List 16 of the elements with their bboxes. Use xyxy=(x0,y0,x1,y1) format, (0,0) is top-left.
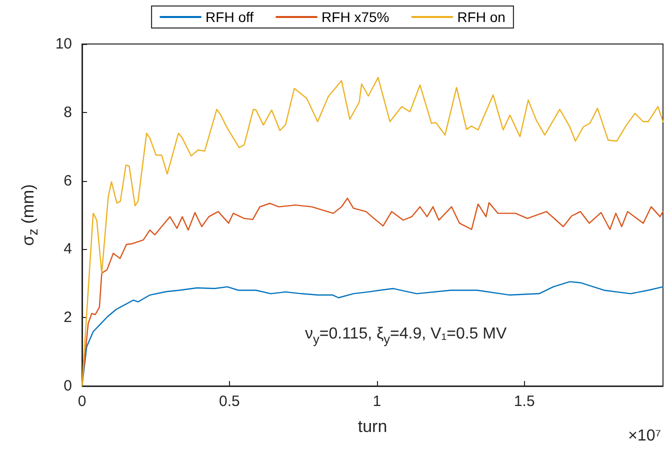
x-tick-label: 0.5 xyxy=(219,393,240,410)
y-axis-title: σz (mm) xyxy=(18,184,40,246)
x-axis-title: turn xyxy=(358,417,388,436)
y-tick-label: 0 xyxy=(64,378,72,394)
y-tick-label: 2 xyxy=(64,309,72,326)
x-tick-label: 1 xyxy=(372,393,382,410)
legend-label: RFH on xyxy=(457,9,506,25)
legend-label: RFH off xyxy=(206,9,254,25)
y-tick-label: 6 xyxy=(64,172,72,190)
x-tick-label: 1.5 xyxy=(514,393,535,410)
y-tick-label: 4 xyxy=(64,240,72,258)
y-tick-label: 10 xyxy=(55,36,72,52)
x-tick-label: 0 xyxy=(78,393,86,410)
y-tick-label: 8 xyxy=(64,104,72,121)
text: ×10⁷ xyxy=(628,428,662,444)
legend-label: RFH x75% xyxy=(322,9,390,25)
